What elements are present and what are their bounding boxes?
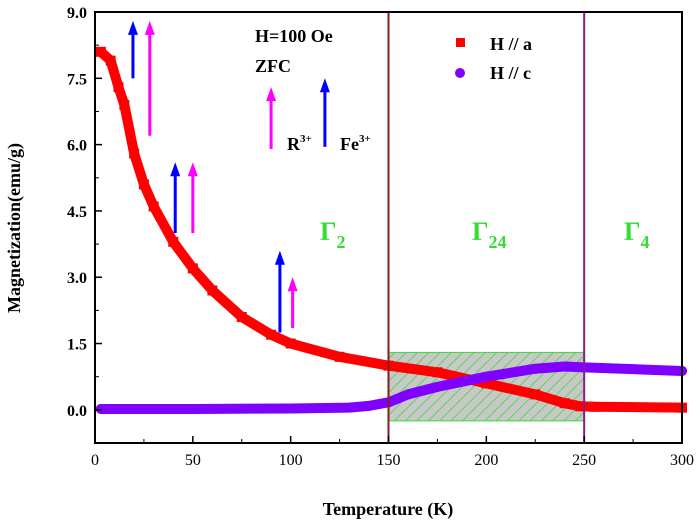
data-point-h-a xyxy=(129,148,140,159)
series-line-h-a xyxy=(97,48,683,413)
data-point-h-a xyxy=(285,338,296,349)
r-spin-arrow-head-icon xyxy=(287,277,298,292)
fe-spin-arrow-head-icon xyxy=(319,78,330,93)
field-annotation: H=100 Oe xyxy=(255,26,333,46)
r-spin-arrow-head-icon xyxy=(187,162,198,177)
mode-annotation: ZFC xyxy=(255,56,291,76)
phase-label-gamma2: Γ2 xyxy=(320,217,346,252)
y-tick-label: 9.0 xyxy=(67,5,87,22)
data-point-h-a xyxy=(138,179,149,190)
x-tick-label: 300 xyxy=(670,452,694,469)
y-tick-label: 7.5 xyxy=(67,71,87,88)
x-tick-label: 50 xyxy=(185,452,201,469)
data-point-h-a xyxy=(168,236,179,247)
r-spin-arrow-head-icon xyxy=(144,20,155,35)
data-point-h-a xyxy=(148,201,159,212)
data-point-h-a xyxy=(105,55,116,66)
x-tick-label: 150 xyxy=(377,452,401,469)
data-point-h-c xyxy=(530,363,541,374)
x-tick-label: 250 xyxy=(572,452,596,469)
data-point-h-c xyxy=(432,381,443,392)
fe-spin-arrow-head-icon xyxy=(127,20,138,35)
data-point-h-a xyxy=(207,285,218,296)
data-point-h-a xyxy=(334,351,345,362)
legend-label-h-c: H // c xyxy=(490,63,531,83)
data-point-h-c xyxy=(559,361,570,372)
data-point-h-c xyxy=(187,403,198,414)
y-tick-label: 4.5 xyxy=(67,204,87,221)
y-tick-label: 3.0 xyxy=(67,270,87,287)
axes-layer: 0 50 100 150 200 250 300 0.0 1.5 3.0 4.5 6.0 7.5 9.0 xyxy=(67,5,694,469)
data-point-h-c xyxy=(285,403,296,414)
data-point-h-c xyxy=(481,371,492,382)
data-point-h-a xyxy=(575,401,586,412)
x-tick-label: 0 xyxy=(91,452,99,469)
data-point-h-c xyxy=(363,400,374,411)
y-axis-label: Magnetization(emu/g) xyxy=(4,143,25,313)
data-point-h-a xyxy=(236,312,247,323)
data-point-h-a xyxy=(119,99,130,110)
data-point-h-a xyxy=(559,398,570,409)
r-spin-arrow-head-icon xyxy=(266,87,277,102)
data-point-h-a xyxy=(432,367,443,378)
data-point-h-a xyxy=(588,401,599,412)
y-tick-label: 6.0 xyxy=(67,138,87,155)
legend-label-h-a: H // a xyxy=(490,34,532,54)
data-point-h-a xyxy=(187,263,198,274)
x-tick-label: 100 xyxy=(279,452,303,469)
fe-spin-arrow-head-icon xyxy=(170,162,181,177)
y-tick-label: 1.5 xyxy=(67,337,87,354)
r-ion-label: R3+ xyxy=(287,133,312,154)
data-point-h-a xyxy=(266,329,277,340)
phase-label-gamma4: Γ4 xyxy=(624,217,650,252)
spin-arrows-layer xyxy=(127,20,330,333)
data-point-h-a xyxy=(113,82,124,93)
data-point-h-c xyxy=(95,403,106,414)
legend-marker-h-c xyxy=(455,68,465,78)
legend: H // a H // c xyxy=(455,34,532,83)
data-point-h-a xyxy=(95,46,106,57)
phase-label-gamma24: Γ24 xyxy=(472,217,507,252)
fe-ion-label: Fe3+ xyxy=(340,133,371,154)
x-tick-label: 200 xyxy=(474,452,498,469)
legend-marker-h-a xyxy=(456,38,465,47)
data-point-h-c xyxy=(628,364,639,375)
data-point-h-a xyxy=(481,378,492,389)
data-point-h-c xyxy=(403,389,414,400)
y-tick-label: 0.0 xyxy=(67,403,87,420)
vertical-lines-layer xyxy=(387,12,586,443)
data-point-h-a xyxy=(530,389,541,400)
x-axis-label: Temperature (K) xyxy=(323,499,453,520)
fe-spin-arrow-head-icon xyxy=(274,250,285,265)
data-point-h-c xyxy=(344,402,355,413)
